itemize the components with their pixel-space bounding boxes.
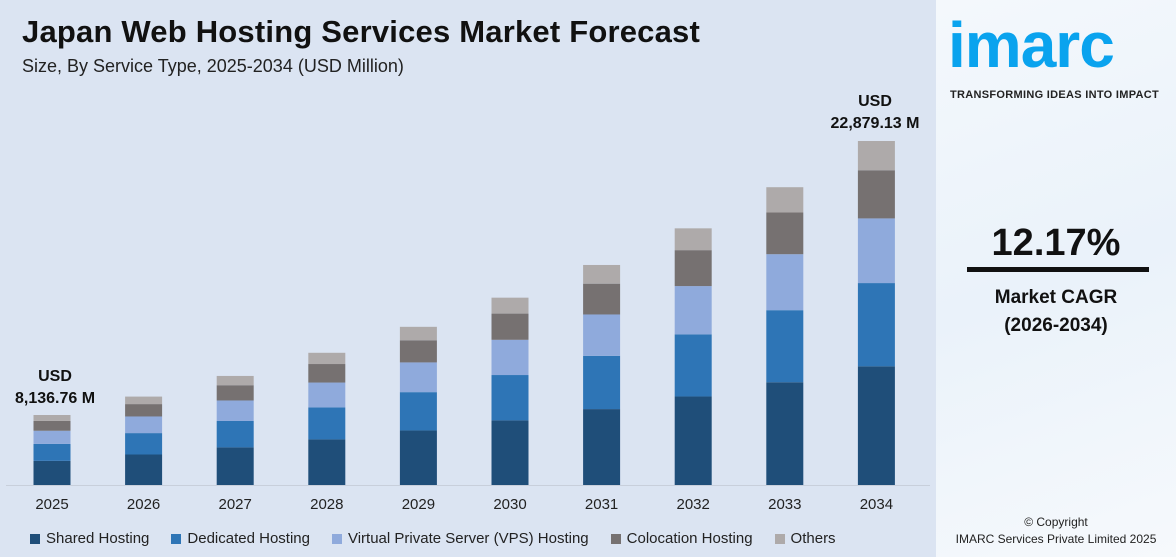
bar-2031-colocation-hosting <box>583 283 621 315</box>
x-tick-label: 2034 <box>860 496 893 513</box>
chart-title: Japan Web Hosting Services Market Foreca… <box>22 14 701 49</box>
legend-label: Virtual Private Server (VPS) Hosting <box>347 530 589 547</box>
bar-2026-dedicated-hosting <box>125 433 163 455</box>
bar-2026-shared-hosting <box>125 454 163 485</box>
bar-2034-virtual-private-server-vps-hosting <box>857 218 895 284</box>
x-tick-label: 2030 <box>493 496 526 513</box>
bar-2025-others <box>33 415 71 421</box>
bar-2028-colocation-hosting <box>308 364 346 383</box>
annotation-2025: USD 8,136.76 M <box>0 366 110 410</box>
bar-2025-dedicated-hosting <box>33 443 71 461</box>
cagr-label: Market CAGR (2026-2034) <box>936 284 1176 340</box>
bar-2027-virtual-private-server-vps-hosting <box>216 400 254 421</box>
legend-item: Virtual Private Server (VPS) Hosting <box>331 530 589 547</box>
legend-swatch <box>610 533 621 544</box>
legend-label: Shared Hosting <box>46 530 150 547</box>
bar-2031-virtual-private-server-vps-hosting <box>583 314 621 356</box>
bar-2033-dedicated-hosting <box>766 310 804 383</box>
bar-2029-shared-hosting <box>399 430 437 485</box>
bar-2027-shared-hosting <box>216 447 254 485</box>
bar-2025-shared-hosting <box>33 460 71 485</box>
bar-2028-virtual-private-server-vps-hosting <box>308 382 346 408</box>
annotation-value: 22,879.13 M <box>830 115 920 132</box>
bar-2030-colocation-hosting <box>491 313 529 340</box>
bar-2026-virtual-private-server-vps-hosting <box>125 416 163 434</box>
legend-item: Dedicated Hosting <box>171 530 310 547</box>
bar-2029-colocation-hosting <box>399 340 437 363</box>
bar-2028-others <box>308 352 346 365</box>
bar-2028-dedicated-hosting <box>308 407 346 440</box>
x-tick-label: 2032 <box>677 496 710 513</box>
stacked-bar-chart: 2025 2026 2027 2028 2029 2030 2031 2032 2033 2034 <box>6 141 930 513</box>
legend-item: Colocation Hosting <box>610 530 753 547</box>
x-tick-label: 2029 <box>402 496 435 513</box>
x-tick-label: 2033 <box>768 496 801 513</box>
bar-2030-others <box>491 297 529 314</box>
x-tick-label: 2026 <box>127 496 160 513</box>
logo-tagline: TRANSFORMING IDEAS INTO IMPACT <box>950 89 1160 101</box>
legend-swatch <box>774 533 785 544</box>
bar-2029-others <box>399 326 437 341</box>
bar-2029-dedicated-hosting <box>399 392 437 431</box>
bar-2030-virtual-private-server-vps-hosting <box>491 339 529 376</box>
bar-2028-shared-hosting <box>308 439 346 485</box>
bar-2033-shared-hosting <box>766 382 804 485</box>
annotation-currency: USD <box>38 368 72 385</box>
legend: Shared Hosting Dedicated Hosting Virtual P… <box>30 530 836 547</box>
chart-subtitle: Size, By Service Type, 2025-2034 (USD Mi… <box>22 56 404 76</box>
cagr-label-text: Market CAGR <box>994 287 1118 308</box>
legend-label: Colocation Hosting <box>626 530 753 547</box>
x-tick-label: 2025 <box>35 496 68 513</box>
bar-2033-virtual-private-server-vps-hosting <box>766 254 804 311</box>
bar-2027-colocation-hosting <box>216 385 254 401</box>
x-tick-label: 2031 <box>585 496 618 513</box>
bar-2032-others <box>674 228 712 251</box>
annotation-value: 8,136.76 M <box>14 390 96 407</box>
bar-2034-shared-hosting <box>857 366 895 485</box>
bar-2032-colocation-hosting <box>674 250 712 287</box>
bar-2032-shared-hosting <box>674 396 712 485</box>
bar-2025-colocation-hosting <box>33 420 71 431</box>
bar-2031-others <box>583 264 621 284</box>
annotation-currency: USD <box>858 93 892 110</box>
bar-2034-others <box>857 141 895 171</box>
bar-2029-virtual-private-server-vps-hosting <box>399 362 437 393</box>
cagr-period: (2026-2034) <box>1004 315 1108 336</box>
copyright-line2: IMARC Services Private Limited 2025 <box>955 532 1157 546</box>
bar-2034-colocation-hosting <box>857 170 895 219</box>
bar-2026-others <box>125 396 163 405</box>
bar-2026-colocation-hosting <box>125 404 163 417</box>
legend-label: Dedicated Hosting <box>187 530 310 547</box>
bar-2031-shared-hosting <box>583 409 621 485</box>
bar-2032-virtual-private-server-vps-hosting <box>674 286 712 335</box>
side-panel: imarc TRANSFORMING IDEAS INTO IMPACT 12.… <box>936 0 1176 557</box>
bar-2030-dedicated-hosting <box>491 375 529 421</box>
legend-swatch <box>331 533 342 544</box>
bar-2034-dedicated-hosting <box>857 283 895 367</box>
legend-label: Others <box>790 530 836 547</box>
annotation-2034: USD 22,879.13 M <box>810 91 940 135</box>
bar-2032-dedicated-hosting <box>674 334 712 397</box>
divider <box>967 267 1149 272</box>
bar-2033-colocation-hosting <box>766 212 804 255</box>
legend-item: Shared Hosting <box>30 530 149 547</box>
bar-2027-others <box>216 375 254 386</box>
copyright-line1: © Copyright <box>1024 515 1088 529</box>
bar-2033-others <box>766 187 804 213</box>
copyright: © Copyright IMARC Services Private Limit… <box>936 514 1176 548</box>
x-tick-label: 2027 <box>219 496 252 513</box>
x-tick-label: 2028 <box>310 496 343 513</box>
bar-2030-shared-hosting <box>491 420 529 485</box>
cagr-value: 12.17% <box>991 222 1121 264</box>
legend-swatch <box>30 533 40 544</box>
imarc-logo: imarc <box>948 9 1115 81</box>
legend-swatch <box>171 533 182 544</box>
bar-2031-dedicated-hosting <box>583 355 621 410</box>
bar-2025-virtual-private-server-vps-hosting <box>33 430 71 444</box>
bar-2027-dedicated-hosting <box>216 420 254 448</box>
legend-item: Others <box>774 530 836 547</box>
